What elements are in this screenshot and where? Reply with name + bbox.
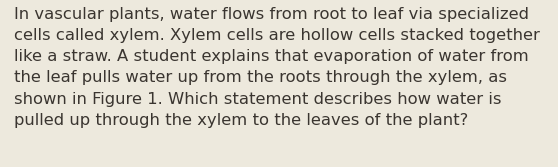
- Text: In vascular plants, water flows from root to leaf via specialized
cells called x: In vascular plants, water flows from roo…: [14, 7, 540, 128]
